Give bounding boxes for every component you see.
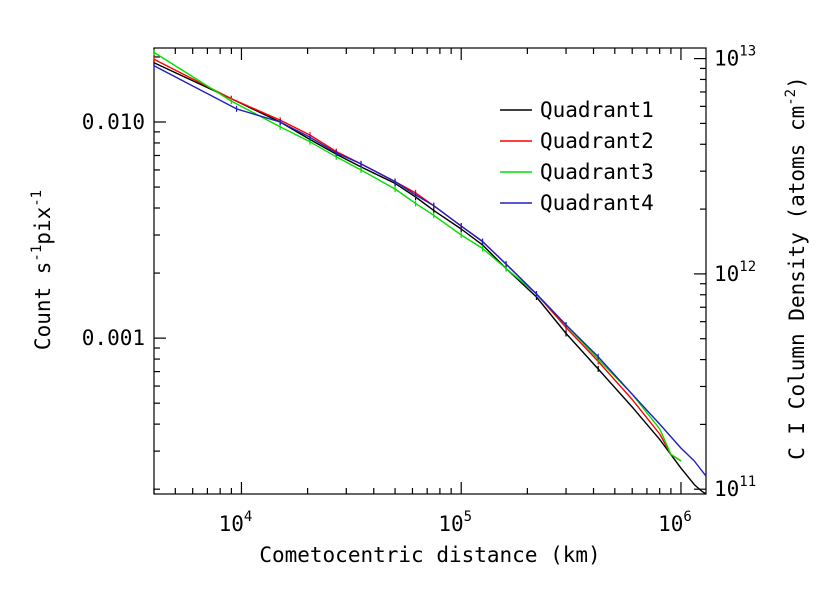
x-tick-label: 106 — [658, 509, 692, 536]
y2-tick-label-base: 10 — [714, 47, 739, 71]
series-layer — [153, 49, 707, 495]
x-tick-label-base: 10 — [219, 512, 244, 536]
y2-tick-label: 1011 — [714, 474, 756, 501]
x-tick-label-exp: 4 — [244, 509, 252, 525]
y2-tick-label: 1012 — [714, 259, 756, 286]
legend-label-quadrant3: Quadrant3 — [540, 160, 654, 184]
y2-tick-label-exp: 12 — [739, 259, 756, 275]
y-axis-label-mid: pix — [31, 207, 55, 245]
y2-axis-label: C I Column Density (atoms cm-2) — [783, 76, 809, 460]
y-axis-label-exp1: -1 — [29, 245, 45, 262]
legend-label-quadrant4: Quadrant4 — [540, 191, 654, 215]
y-axis-label-exp2: -1 — [29, 190, 45, 207]
y2-tick-label: 1013 — [714, 44, 756, 71]
series-line-quadrant4 — [153, 65, 707, 477]
y2-axis-label-base: C I Column Density (atoms cm — [785, 106, 809, 460]
x-tick-label: 105 — [438, 509, 472, 536]
x-axis-label: Cometocentric distance (km) — [259, 543, 600, 567]
y-tick-label: 0.010 — [82, 110, 145, 134]
x-tick-label-exp: 5 — [464, 509, 472, 525]
legend: Quadrant1 Quadrant2 Quadrant3 Quadrant4 — [500, 98, 654, 215]
plot-frame — [153, 47, 707, 495]
y2-tick-label-base: 10 — [714, 262, 739, 286]
y2-tick-label-exp: 11 — [739, 474, 756, 490]
axis-ticks — [153, 48, 706, 494]
x-tick-label-base: 10 — [438, 512, 463, 536]
legend-label-quadrant2: Quadrant2 — [540, 129, 654, 153]
x-tick-label-base: 10 — [658, 512, 683, 536]
y2-tick-label-base: 10 — [714, 477, 739, 501]
y-axis-label-base: Count s — [31, 262, 55, 351]
y2-tick-label-exp: 13 — [739, 44, 756, 60]
x-tick-label-exp: 6 — [683, 509, 691, 525]
y-tick-label: 0.001 — [82, 326, 145, 350]
y-axis-label: Count s-1pix-1 — [29, 190, 55, 350]
x-tick-label: 104 — [219, 509, 253, 536]
legend-label-quadrant1: Quadrant1 — [540, 98, 654, 122]
y2-axis-label-close: ) — [785, 76, 809, 89]
series-line-quadrant1 — [153, 62, 707, 495]
y2-axis-label-exp: -2 — [783, 89, 799, 106]
